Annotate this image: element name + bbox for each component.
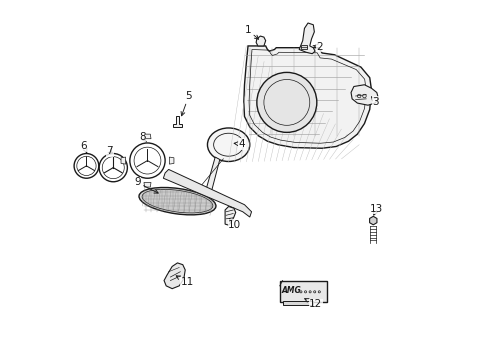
Circle shape (256, 72, 316, 132)
Text: 8: 8 (139, 132, 146, 142)
Polygon shape (299, 23, 314, 54)
Bar (283, 301, 313, 305)
Polygon shape (121, 157, 125, 164)
Text: 11: 11 (176, 276, 193, 287)
Ellipse shape (207, 128, 249, 162)
Text: 5: 5 (181, 91, 192, 116)
Text: 3: 3 (371, 97, 378, 107)
Polygon shape (369, 216, 376, 225)
Polygon shape (173, 117, 182, 127)
Text: AMG: AMG (281, 286, 300, 295)
Polygon shape (244, 46, 371, 148)
Text: 10: 10 (227, 219, 241, 230)
Ellipse shape (139, 188, 216, 215)
Polygon shape (256, 36, 265, 46)
Polygon shape (181, 157, 219, 213)
Text: 13: 13 (369, 204, 383, 215)
Polygon shape (169, 157, 174, 164)
Polygon shape (164, 263, 185, 289)
Polygon shape (143, 134, 151, 139)
Text: 6: 6 (81, 141, 87, 153)
Bar (279, 280, 327, 302)
Polygon shape (350, 85, 378, 105)
Text: 1: 1 (244, 25, 258, 39)
Text: 2: 2 (312, 42, 322, 51)
Text: 12: 12 (304, 299, 322, 309)
Polygon shape (224, 207, 235, 225)
Bar (300, 45, 306, 49)
Text: 4: 4 (234, 139, 244, 149)
Text: 9: 9 (134, 177, 158, 193)
Text: 7: 7 (106, 146, 113, 156)
Polygon shape (163, 170, 251, 217)
Ellipse shape (142, 189, 212, 213)
Polygon shape (143, 183, 151, 187)
